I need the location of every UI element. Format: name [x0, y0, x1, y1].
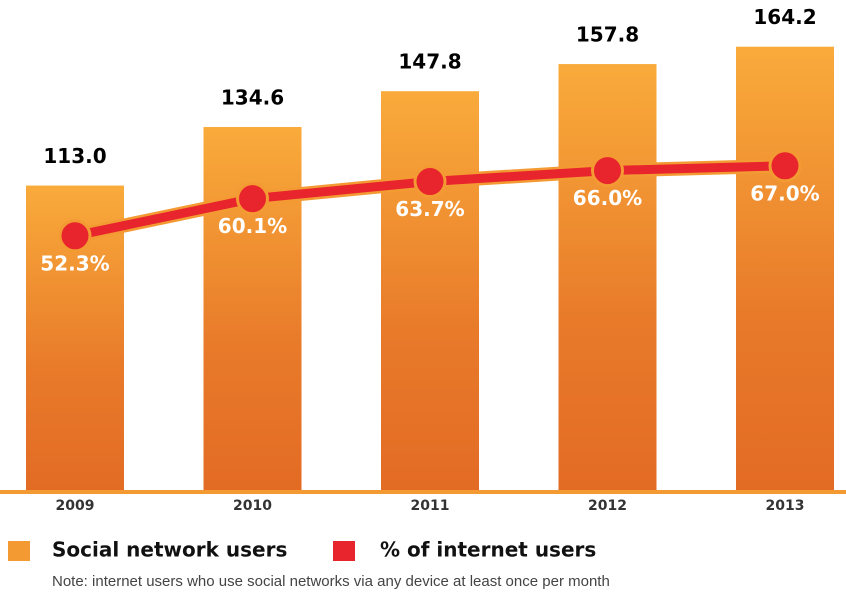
bar	[203, 126, 302, 493]
data-label: 147.8	[398, 50, 461, 74]
bar	[381, 91, 479, 493]
data-label: 60.1%	[218, 214, 287, 238]
data-label: 157.8	[576, 23, 639, 47]
legend-swatch	[333, 541, 355, 561]
x-tick-label: 2009	[56, 498, 95, 514]
line-point	[591, 154, 624, 188]
x-tick-label: 2012	[588, 498, 627, 514]
bar	[558, 64, 657, 492]
data-label: 52.3%	[40, 251, 109, 275]
bar	[736, 46, 834, 493]
data-label: 113.0	[43, 144, 106, 168]
x-tick-label: 2011	[411, 498, 450, 514]
data-label: 164.2	[753, 5, 816, 29]
note: Note: internet users who use social netw…	[52, 573, 610, 590]
data-label: 134.6	[221, 85, 284, 109]
legend-label: Social network users	[52, 538, 287, 562]
data-label: 67.0%	[750, 181, 819, 205]
x-tick-label: 2013	[766, 498, 805, 514]
line-point	[768, 149, 802, 183]
data-label: 66.0%	[573, 186, 642, 210]
line-point	[236, 182, 269, 216]
x-tick-label: 2010	[233, 498, 272, 514]
line-point	[413, 165, 447, 199]
data-label: 63.7%	[395, 197, 464, 221]
line-point	[58, 219, 92, 253]
legend-swatch	[8, 541, 30, 561]
legend-label: % of internet users	[380, 538, 596, 562]
